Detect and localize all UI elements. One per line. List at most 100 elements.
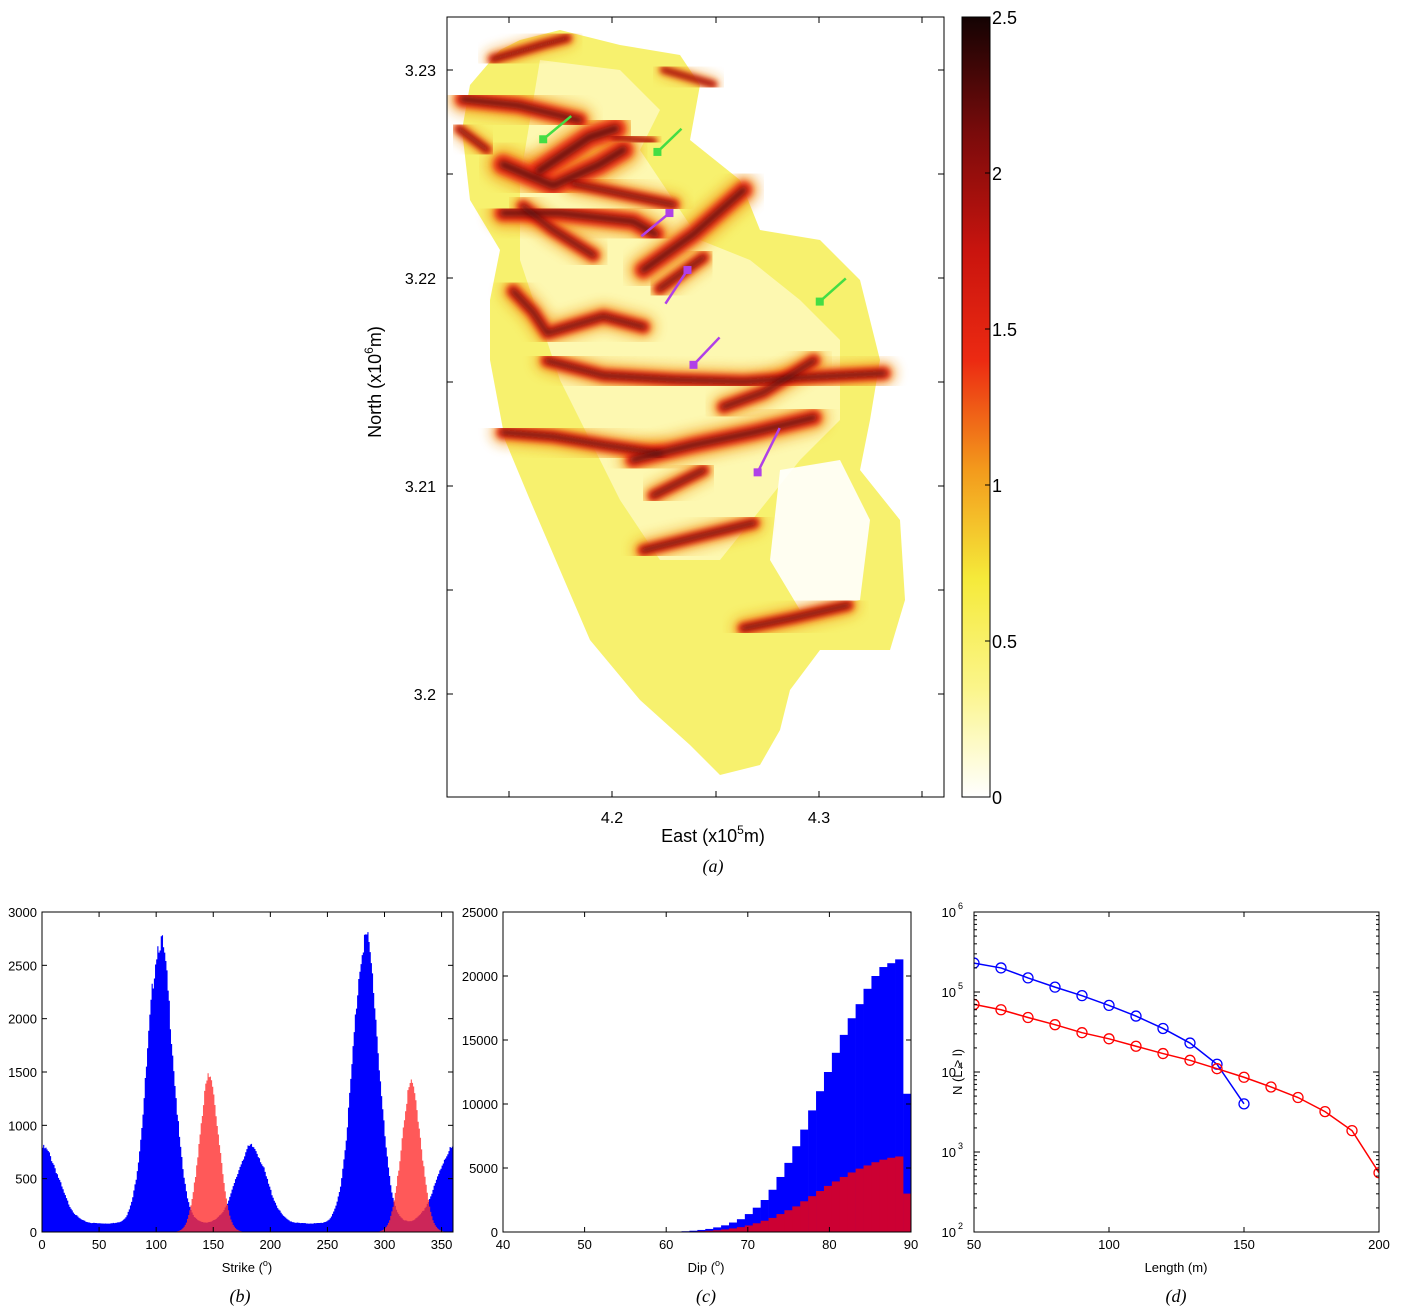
panel-a-y-tick-label: 3.2 (414, 687, 436, 704)
green-marker-square (653, 148, 661, 156)
panel-c-y-tick-label: 10000 (462, 1097, 498, 1112)
panel-d-x-axis-label: Length (m) (1145, 1260, 1208, 1275)
panel-d-y-tick-label: 10 (942, 1145, 956, 1160)
panel-d-x-tick-label: 50 (967, 1237, 981, 1252)
red-dip-bar (871, 1162, 879, 1232)
panel-b-x-axis-label: Strike (o) (222, 1258, 273, 1275)
red-dip-bar (761, 1221, 769, 1232)
panel-c-x-tick-label: 50 (577, 1237, 591, 1252)
colorbar-label: 0.5 (992, 632, 1017, 652)
panel-b-x-tick-label: 150 (202, 1237, 224, 1252)
panel-d-y-tick-exponent: 3 (958, 1141, 963, 1151)
colorbar (962, 17, 990, 797)
panel-c-x-tick-label: 90 (904, 1237, 918, 1252)
red-dip-bar (769, 1218, 777, 1232)
red-dip-bar (832, 1181, 840, 1232)
panel-c-y-tick-label: 25000 (462, 905, 498, 920)
panel-a-x-tick-label: 4.3 (808, 810, 830, 827)
panel-a-y-tick-label: 3.23 (405, 63, 436, 80)
colorbar-label: 1 (992, 476, 1002, 496)
panel-a-y-tick-label: 3.21 (405, 479, 436, 496)
panel-d-plot-area (969, 958, 1384, 1178)
panel-c-y-tick-label: 0 (491, 1225, 498, 1240)
panel-c-caption: (c) (696, 1286, 716, 1307)
panel-b-y-tick-label: 2500 (8, 958, 37, 973)
panel-b-y-tick-label: 2000 (8, 1012, 37, 1027)
panel-d-caption: (d) (1166, 1286, 1187, 1307)
panel-a-x-axis-label: East (x105m) (661, 823, 765, 846)
panel-d-y-tick-exponent: 6 (958, 901, 963, 911)
red-dip-bar (840, 1177, 848, 1232)
panel-d-x-tick-label: 200 (1368, 1237, 1390, 1252)
panel-c: 40 50 60 70 80 90 0 5000 10000 15000 20000 25000 Di… (462, 905, 918, 1307)
colorbar-label: 2.5 (992, 8, 1017, 28)
panel-c-x-axis-label: Dip (o) (688, 1258, 725, 1275)
panel-b-histogram (42, 932, 454, 1232)
purple-marker-square (665, 209, 673, 217)
panel-b-x-tick-label: 200 (259, 1237, 281, 1252)
panel-d-y-tick-exponent: 5 (958, 981, 963, 991)
red-dip-bar (879, 1160, 887, 1232)
panel-b-y-tick-label: 3000 (8, 905, 37, 920)
panel-a-caption: (a) (703, 856, 724, 877)
panel-d-y-axis-label: N (L > l) (950, 1049, 965, 1095)
red-dip-bar (729, 1228, 737, 1232)
red-dip-bar (887, 1158, 895, 1232)
panel-b-x-tick-label: 100 (145, 1237, 167, 1252)
panel-b-y-tick-label: 0 (30, 1225, 37, 1240)
panel-d: 50 100 150 200102103104105106 Length (m) N … (942, 901, 1390, 1307)
panel-b: 0 50 100 150 200 250 300 350 0 500 1000 1500 2000 250… (8, 905, 454, 1307)
panel-d-x-tick-label: 100 (1098, 1237, 1120, 1252)
red-dip-bar (737, 1227, 745, 1232)
panel-b-x-tick-label: 50 (92, 1237, 106, 1252)
colorbar-label: 0 (992, 788, 1002, 808)
red-dip-bar (776, 1214, 784, 1232)
panel-d-x-tick-label: 150 (1233, 1237, 1255, 1252)
panel-d-y-tick-label: 10 (942, 905, 956, 920)
green-marker-square (816, 298, 824, 306)
panel-b-y-tick-label: 1500 (8, 1065, 37, 1080)
blue-strike-histogram (42, 932, 454, 1232)
panel-c-x-tick-label: 80 (822, 1237, 836, 1252)
colorbar-label: 1.5 (992, 320, 1017, 340)
red-dip-bar (792, 1206, 800, 1232)
panel-b-y-tick-label: 1000 (8, 1118, 37, 1133)
panel-b-x-tick-label: 300 (374, 1237, 396, 1252)
red-series-line (974, 1004, 1379, 1172)
red-dip-bar (903, 1194, 911, 1232)
red-dip-bar (800, 1201, 808, 1232)
purple-marker-square (683, 266, 691, 274)
panel-b-x-tick-label: 0 (38, 1237, 45, 1252)
panel-a: 4.2 4.3 3.23 3.22 3.21 3.2 East (x105m) … (362, 8, 1017, 877)
panel-c-x-tick-label: 70 (741, 1237, 755, 1252)
purple-marker-square (754, 468, 762, 476)
panel-d-y-tick-label: 10 (942, 985, 956, 1000)
panel-d-y-tick-label: 10 (942, 1225, 956, 1240)
red-dip-bar (816, 1191, 824, 1232)
panel-a-x-tick-label: 4.2 (601, 810, 623, 827)
panel-c-histogram (650, 959, 911, 1232)
panel-b-y-tick-label: 500 (15, 1172, 37, 1187)
red-dip-bar (895, 1156, 903, 1232)
panel-a-y-axis-label: North (x106m) (362, 326, 385, 438)
panel-b-x-tick-label: 250 (317, 1237, 339, 1252)
red-dip-bar (848, 1172, 856, 1232)
heatmap-layer (459, 30, 905, 775)
red-dip-bar (745, 1225, 753, 1232)
panel-b-x-tick-label: 350 (431, 1237, 453, 1252)
panel-d-axes-frame (974, 912, 1379, 1232)
red-dip-bar (808, 1196, 816, 1232)
colorbar-label: 2 (992, 164, 1002, 184)
green-marker-square (539, 135, 547, 143)
red-dip-bar (784, 1210, 792, 1232)
panel-d-ticks (974, 912, 1379, 1232)
panel-a-y-tick-label: 3.22 (405, 271, 436, 288)
panel-b-caption: (b) (230, 1286, 251, 1307)
panel-d-y-tick-exponent: 2 (958, 1221, 963, 1231)
panel-c-y-tick-label: 5000 (469, 1161, 498, 1176)
panel-c-y-tick-label: 20000 (462, 969, 498, 984)
panel-c-x-tick-label: 60 (659, 1237, 673, 1252)
purple-marker-square (689, 361, 697, 369)
